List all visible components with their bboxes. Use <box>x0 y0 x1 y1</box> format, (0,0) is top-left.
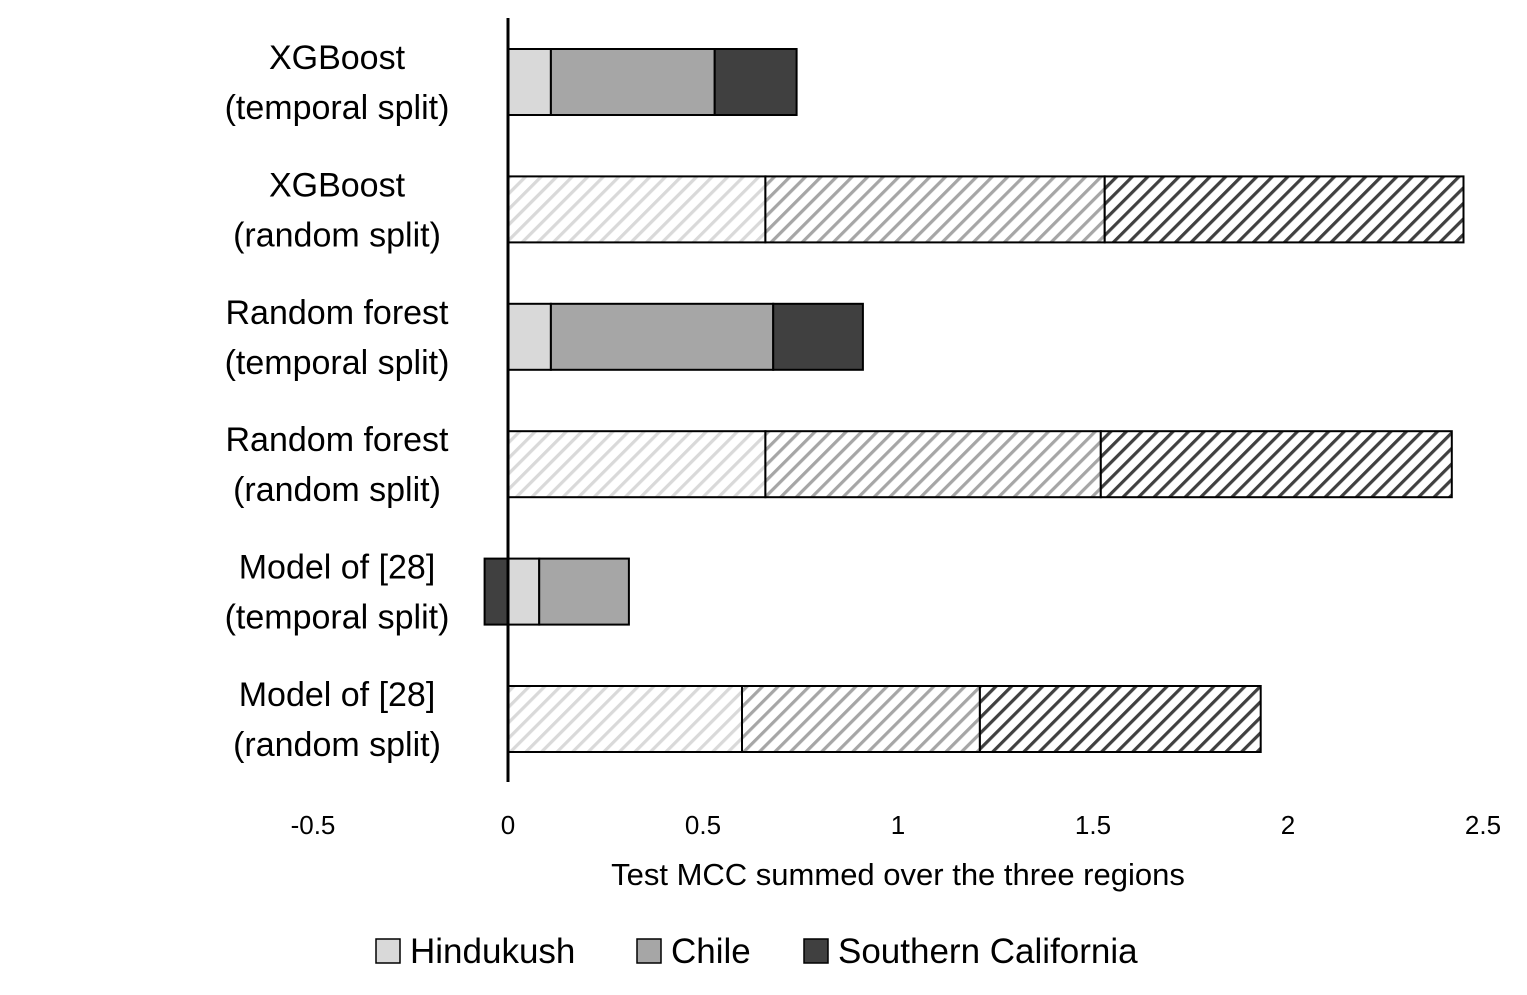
bar-segment-chile <box>549 302 775 371</box>
bar-segment-hindukush <box>507 175 767 244</box>
category-label: (temporal split) <box>225 599 450 637</box>
category-label: (temporal split) <box>225 344 450 382</box>
bar-segment-chile <box>741 685 981 753</box>
bar-segment-southern-california <box>713 48 798 116</box>
category-label: XGBoost <box>269 166 406 204</box>
bar-segment-southern-california <box>772 302 864 371</box>
legend-swatch <box>636 938 662 964</box>
x-tick-labels: -0.5 0 0.5 1 1.5 2 2.5 <box>291 810 1501 840</box>
legend-label: Southern California <box>838 932 1138 971</box>
bar-segment-chile <box>538 557 630 626</box>
x-tick-label: 0.5 <box>685 810 721 840</box>
bar-segment-southern-california <box>978 685 1262 753</box>
bar-segment-hindukush <box>507 48 552 116</box>
category-label: Model of [28] <box>239 676 436 714</box>
legend-label: Chile <box>671 932 751 971</box>
x-tick-label: 2 <box>1281 810 1295 840</box>
bar-segment-chile <box>764 430 1102 499</box>
category-label: XGBoost <box>269 39 406 77</box>
x-tick-label: 2.5 <box>1465 810 1501 840</box>
bar-segment-chile <box>764 175 1106 244</box>
bar-segment-hindukush <box>507 557 541 626</box>
category-labels: XGBoost (temporal split) XGBoost (random sp… <box>225 39 450 764</box>
legend-label: Hindukush <box>410 932 575 971</box>
category-label: (random split) <box>233 471 441 509</box>
x-tick-label: -0.5 <box>291 810 336 840</box>
bar-segment-hindukush <box>507 430 767 499</box>
bar-segment-hindukush <box>507 302 552 371</box>
x-tick-label: 0 <box>501 810 515 840</box>
category-label: (temporal split) <box>225 89 450 127</box>
legend: Hindukush Chile Southern California <box>375 932 1138 971</box>
category-label: (random split) <box>233 726 441 764</box>
x-axis-title: Test MCC summed over the three regions <box>611 857 1185 892</box>
category-label: Random forest <box>226 294 450 332</box>
legend-swatch <box>803 938 829 964</box>
bar-segment-southern-california <box>1099 430 1453 499</box>
bars-layer <box>483 48 1465 753</box>
category-label: (random split) <box>233 216 441 254</box>
legend-swatch <box>375 938 401 964</box>
bar-segment-hindukush <box>507 685 743 753</box>
x-tick-label: 1.5 <box>1075 810 1111 840</box>
x-tick-label: 1 <box>891 810 905 840</box>
category-label: Random forest <box>226 421 450 459</box>
bar-segment-chile <box>549 48 716 116</box>
bar-segment-southern-california <box>483 557 510 626</box>
category-label: Model of [28] <box>239 549 436 587</box>
bar-segment-southern-california <box>1103 175 1465 244</box>
